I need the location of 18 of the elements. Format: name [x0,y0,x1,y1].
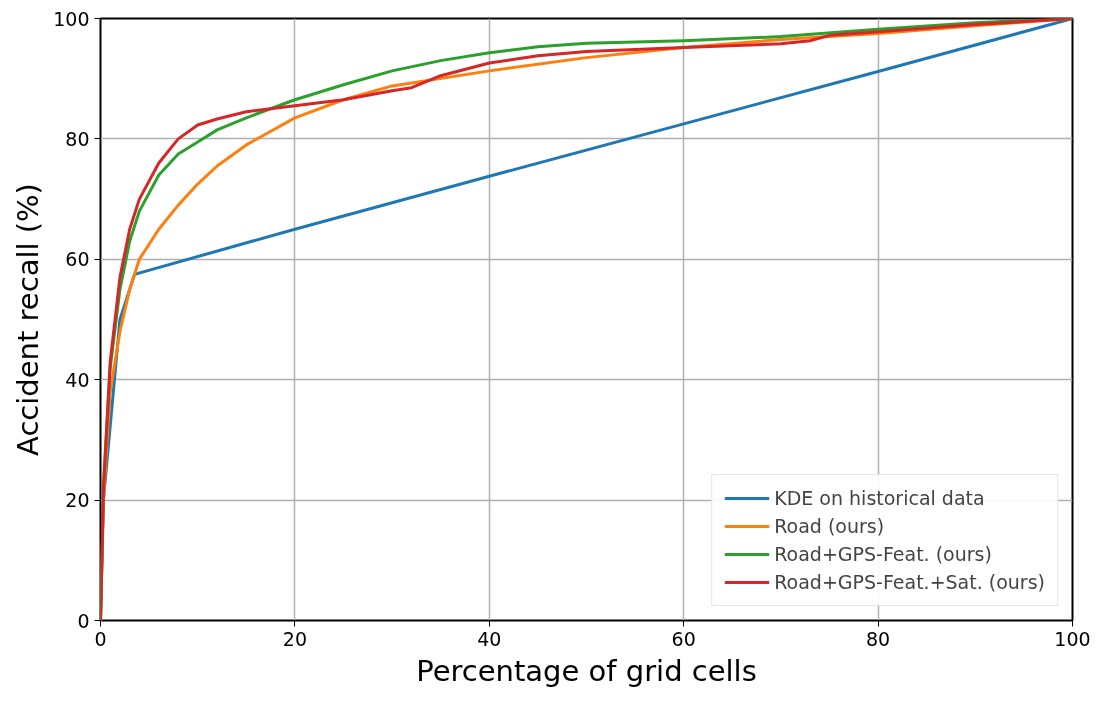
x-tick-label: 100 [1054,627,1091,650]
y-axis-title: Accident recall (%) [11,183,46,456]
legend-label: KDE on historical data [774,487,985,509]
x-tick-label: 20 [282,627,307,650]
y-tick-label: 0 [77,609,90,632]
y-tick-label: 40 [65,368,90,391]
x-tick-label: 0 [94,627,107,650]
y-tick-label: 20 [65,489,90,512]
x-tick-label: 80 [866,627,891,650]
x-axis-title: Percentage of grid cells [416,653,757,688]
legend-label: Road (ours) [774,515,885,537]
y-tick-label: 100 [53,7,90,30]
legend-label: Road+GPS-Feat.+Sat. (ours) [774,571,1045,593]
y-tick-label: 60 [65,248,90,271]
y-tick-label: 80 [65,127,90,150]
legend-label: Road+GPS-Feat. (ours) [774,543,992,565]
x-tick-label: 40 [477,627,502,650]
x-tick-label: 60 [671,627,696,650]
